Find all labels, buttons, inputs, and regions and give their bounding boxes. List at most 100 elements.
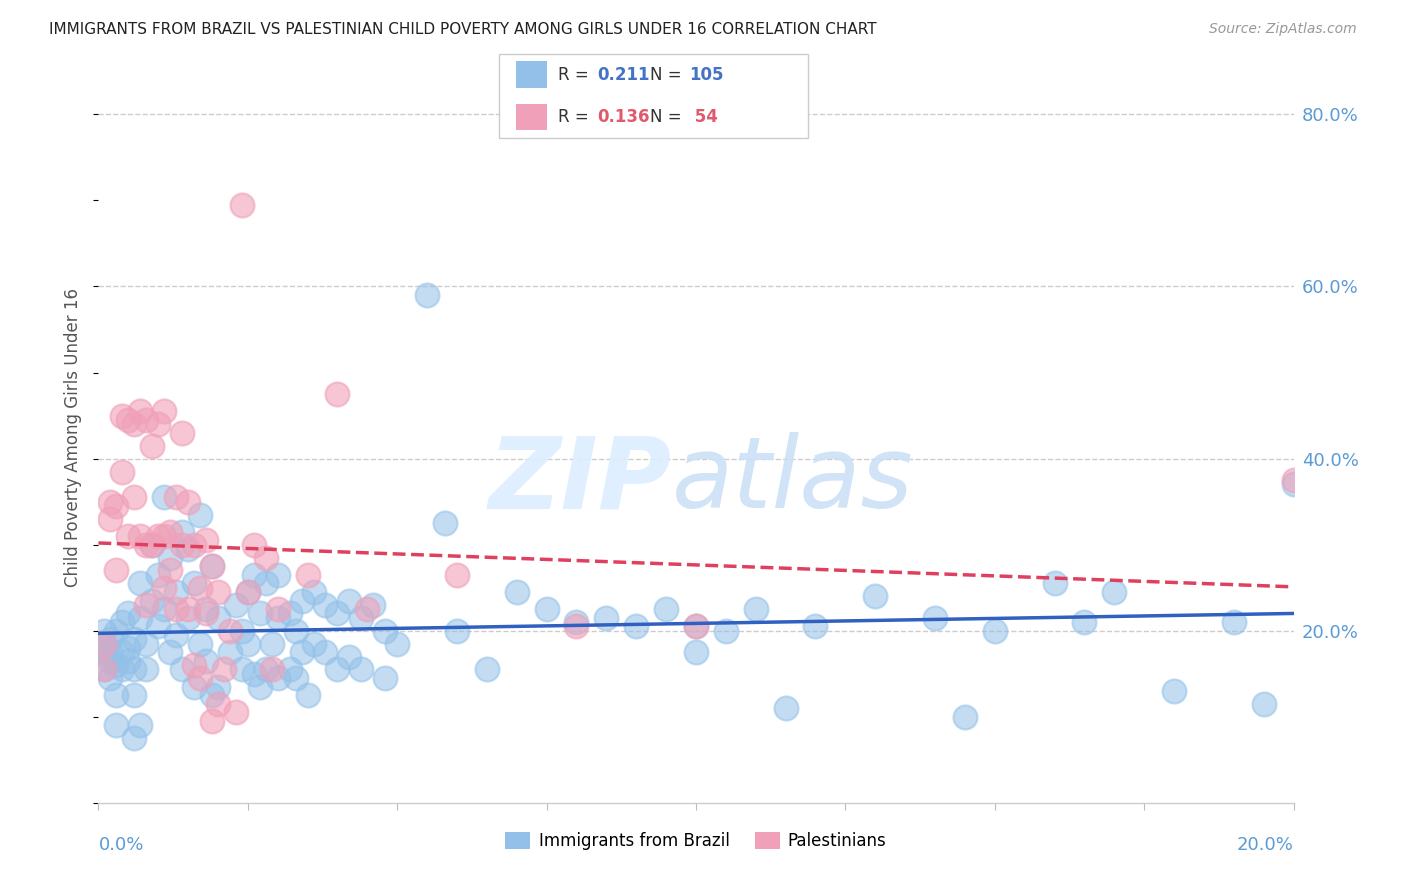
- Text: N =: N =: [650, 108, 686, 126]
- Point: [278, 607, 301, 621]
- Point: [1104, 585, 1126, 599]
- Point: [105, 718, 128, 732]
- Point: [1253, 697, 1275, 711]
- Text: IMMIGRANTS FROM BRAZIL VS PALESTINIAN CHILD POVERTY AMONG GIRLS UNDER 16 CORRELA: IMMIGRANTS FROM BRAZIL VS PALESTINIAN CH…: [49, 22, 877, 37]
- Point: [243, 567, 266, 582]
- Point: [446, 567, 468, 582]
- Text: Source: ZipAtlas.com: Source: ZipAtlas.com: [1209, 22, 1357, 37]
- Point: [626, 619, 648, 633]
- Point: [207, 697, 229, 711]
- Point: [212, 662, 235, 676]
- Point: [98, 494, 122, 508]
- Point: [153, 491, 176, 505]
- Point: [159, 550, 181, 565]
- Point: [536, 602, 558, 616]
- Point: [172, 425, 194, 440]
- Point: [165, 491, 187, 505]
- Point: [302, 637, 325, 651]
- Point: [117, 654, 139, 668]
- Point: [565, 615, 588, 629]
- Point: [231, 662, 253, 676]
- Point: [183, 538, 205, 552]
- Point: [236, 585, 259, 599]
- Point: [111, 409, 134, 423]
- Point: [172, 538, 194, 552]
- Point: [135, 538, 157, 552]
- Point: [111, 465, 134, 479]
- Text: R =: R =: [558, 66, 595, 84]
- Point: [339, 593, 361, 607]
- Point: [243, 666, 266, 681]
- Point: [195, 533, 218, 548]
- Point: [195, 602, 218, 616]
- Point: [177, 541, 200, 556]
- Point: [124, 491, 146, 505]
- Point: [207, 585, 229, 599]
- Point: [260, 637, 283, 651]
- Point: [117, 607, 139, 621]
- Point: [129, 404, 152, 418]
- Text: 0.136: 0.136: [598, 108, 650, 126]
- Point: [356, 602, 378, 616]
- Point: [249, 607, 271, 621]
- Point: [374, 671, 396, 685]
- Point: [98, 512, 122, 526]
- Text: R =: R =: [558, 108, 595, 126]
- Point: [201, 559, 224, 574]
- Point: [924, 611, 946, 625]
- Text: 54: 54: [689, 108, 718, 126]
- Point: [326, 387, 349, 401]
- Point: [93, 662, 115, 676]
- Point: [98, 654, 122, 668]
- Point: [172, 524, 194, 539]
- Point: [188, 508, 211, 522]
- Point: [124, 688, 146, 702]
- Point: [1043, 576, 1066, 591]
- Point: [153, 529, 176, 543]
- Point: [984, 624, 1007, 638]
- Point: [231, 624, 253, 638]
- Point: [141, 593, 163, 607]
- Point: [207, 680, 229, 694]
- Point: [565, 619, 588, 633]
- Point: [745, 602, 768, 616]
- Point: [207, 611, 229, 625]
- Point: [188, 671, 211, 685]
- Point: [804, 619, 827, 633]
- Point: [111, 662, 134, 676]
- Point: [183, 680, 205, 694]
- Point: [177, 494, 200, 508]
- Point: [714, 624, 737, 638]
- Point: [93, 637, 115, 651]
- Point: [188, 581, 211, 595]
- Point: [129, 576, 152, 591]
- Point: [129, 718, 152, 732]
- Point: [655, 602, 678, 616]
- Point: [231, 198, 253, 212]
- Point: [297, 567, 319, 582]
- Point: [135, 662, 157, 676]
- Point: [291, 645, 314, 659]
- Point: [254, 662, 277, 676]
- Point: [278, 662, 301, 676]
- Point: [236, 637, 259, 651]
- Point: [183, 576, 205, 591]
- Point: [267, 567, 290, 582]
- Text: ZIP: ZIP: [489, 433, 672, 530]
- Point: [117, 413, 139, 427]
- Point: [243, 538, 266, 552]
- Text: 0.211: 0.211: [598, 66, 650, 84]
- Point: [93, 662, 115, 676]
- Point: [135, 637, 157, 651]
- Text: 20.0%: 20.0%: [1237, 836, 1294, 854]
- Point: [201, 559, 224, 574]
- Point: [595, 611, 617, 625]
- Point: [260, 662, 283, 676]
- Point: [117, 640, 139, 655]
- Point: [302, 585, 325, 599]
- Point: [254, 550, 277, 565]
- Point: [159, 645, 181, 659]
- Point: [291, 593, 314, 607]
- Point: [153, 602, 176, 616]
- Point: [350, 611, 373, 625]
